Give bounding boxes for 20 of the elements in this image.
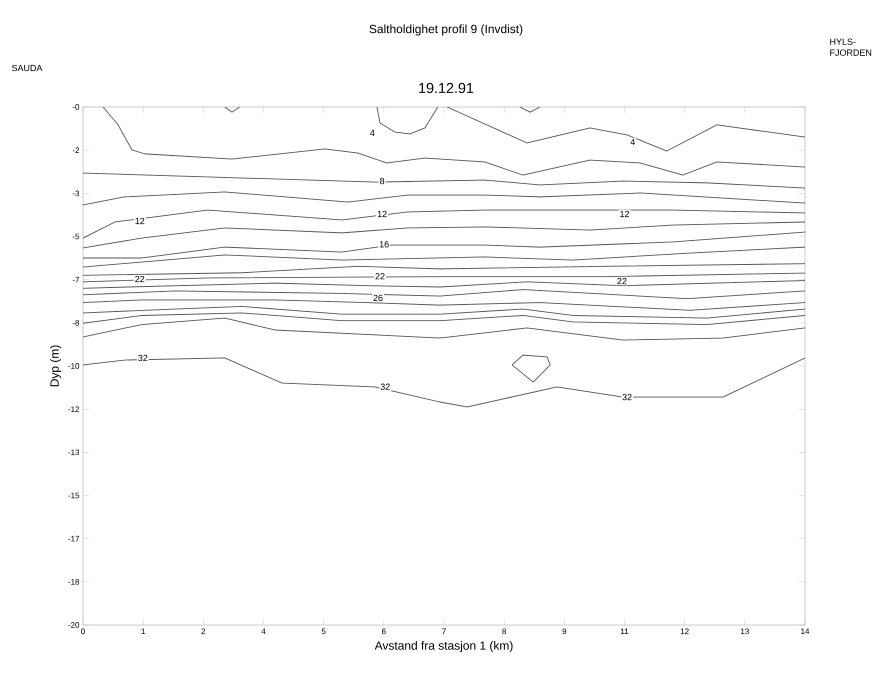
annotation: 32 xyxy=(622,394,632,400)
annotation: 32 xyxy=(138,354,148,362)
annotation: 12 xyxy=(135,218,144,224)
annotation: 4 xyxy=(370,130,375,136)
annotation: 4 xyxy=(630,138,635,146)
chart-title: Saltholdighet profil 9 (Invdist) xyxy=(369,24,522,36)
text: HYLS-FJORDEN xyxy=(830,38,872,56)
x-axis-title: Avstand fra stasjon 1 (km) xyxy=(374,641,513,652)
annotation: 22 xyxy=(135,276,144,282)
annotation: 22 xyxy=(376,272,385,280)
annotation: 12 xyxy=(378,210,387,218)
y-axis-title: Dyp (m) xyxy=(50,346,62,386)
text: SAUDA xyxy=(12,64,42,72)
annotation: 8 xyxy=(380,178,384,184)
annotation: 22 xyxy=(617,278,626,284)
annotation: 32 xyxy=(380,384,390,390)
annotation: 12 xyxy=(620,210,630,218)
annotation: 26 xyxy=(373,294,383,302)
chart-subtitle: 19.12.91 xyxy=(419,82,474,94)
annotation: 16 xyxy=(380,241,389,248)
